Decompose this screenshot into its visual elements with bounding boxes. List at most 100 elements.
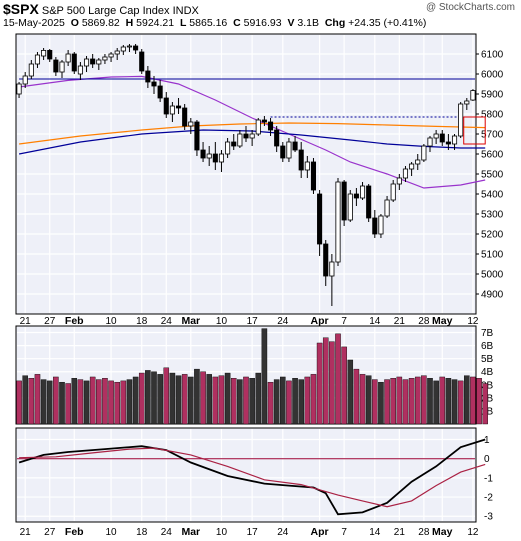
volume-bar <box>108 380 114 425</box>
candle-body <box>218 153 225 163</box>
volume-bar <box>28 378 35 425</box>
quote-date: 15-May-2025 <box>3 17 65 29</box>
candle-body <box>102 56 108 61</box>
volume-bar <box>34 374 41 425</box>
volume-bar <box>157 374 163 425</box>
price-tick-label: 5300 <box>481 210 504 221</box>
candle-body <box>182 107 188 127</box>
volume-bar <box>421 375 427 425</box>
x-tick-label-top: 17 <box>247 316 259 327</box>
candle-body <box>175 105 182 109</box>
volume-bar <box>138 372 145 425</box>
volume-bar <box>414 376 421 425</box>
volume-bar <box>169 372 176 425</box>
macd-tick-label: -2 <box>484 493 493 504</box>
close-label: C <box>233 17 241 29</box>
x-tick-label-bottom: 21 <box>20 527 32 538</box>
price-tick-label: 5100 <box>481 250 504 261</box>
watermark: @ StockCharts.com <box>425 2 515 13</box>
candle-body <box>231 141 237 147</box>
x-tick-label-bottom: 10 <box>216 527 228 538</box>
candle-body <box>267 121 274 131</box>
volume-bar <box>237 379 243 425</box>
volume-bar <box>470 376 476 425</box>
macd-series-line <box>18 438 486 516</box>
candle-body <box>390 183 396 201</box>
candle-body <box>53 59 59 73</box>
candle-body <box>163 97 169 115</box>
volume-tick-label: 6B <box>481 341 494 352</box>
candle-body <box>274 129 280 147</box>
volume-bar <box>243 376 249 425</box>
volume-bar <box>59 381 65 425</box>
quote-row: 15-May-2025 O 5869.82 H 5924.21 L 5865.1… <box>3 17 426 29</box>
volume-bar <box>188 376 194 425</box>
volume-bar <box>224 372 231 425</box>
volume-bar <box>120 380 127 425</box>
candle-body <box>384 199 390 217</box>
symbol-row: $SPX S&P 500 Large Cap Index INDX <box>3 1 199 17</box>
candle-body <box>151 81 157 87</box>
volume-bar <box>322 337 329 425</box>
candle-body <box>243 133 249 139</box>
volume-bar <box>206 374 212 425</box>
candle-body <box>427 137 433 147</box>
volume-bar <box>255 372 262 425</box>
volume-bar <box>102 378 108 425</box>
x-tick-label-top: 18 <box>136 316 148 327</box>
volume-bar <box>16 380 22 425</box>
volume-bar <box>482 383 488 425</box>
volume-bar <box>353 368 360 425</box>
candle-body <box>409 163 415 170</box>
x-tick-label-top: 28 <box>418 316 430 327</box>
candle-body <box>90 58 96 65</box>
candle-body <box>335 181 341 263</box>
candle-body <box>16 83 22 95</box>
price-tick-label: 5000 <box>481 270 504 281</box>
change-label: Chg <box>324 17 346 29</box>
volume-bar <box>390 378 396 425</box>
candle-body <box>120 46 126 52</box>
volume-bar <box>132 376 139 425</box>
candle-body <box>445 141 451 145</box>
volume-bar <box>126 379 133 425</box>
volume-bar <box>451 379 458 425</box>
volume-tick-label: 4B <box>481 367 494 378</box>
volume-label: V <box>287 17 295 29</box>
candle-body <box>421 145 427 161</box>
x-tick-label-bottom: Feb <box>65 526 84 538</box>
candle-body <box>65 53 71 63</box>
volume-bar <box>286 380 292 425</box>
high-value: 5924.21 <box>136 17 175 29</box>
x-tick-label-top: 10 <box>106 316 118 327</box>
volume-bar <box>261 328 268 425</box>
candle-body <box>194 121 200 151</box>
volume-bar <box>280 376 286 425</box>
volume-bar <box>267 381 274 425</box>
volume-bar <box>114 381 120 425</box>
x-tick-label-bottom: 17 <box>247 527 259 538</box>
volume-bar <box>40 379 47 425</box>
close-value: 5916.93 <box>243 17 282 29</box>
volume-bar <box>402 379 409 425</box>
volume-bar <box>46 380 53 425</box>
volume-bar <box>329 341 335 425</box>
open-value: 5869.82 <box>81 17 120 29</box>
x-tick-label-bottom: 28 <box>418 527 430 538</box>
x-tick-label-bottom: May <box>432 526 453 538</box>
candle-body <box>323 243 329 277</box>
volume-bar <box>292 378 298 425</box>
candle-body <box>366 185 372 219</box>
symbol: $SPX <box>3 1 39 17</box>
x-tick-label-top: 10 <box>216 316 228 327</box>
x-tick-label-top: Feb <box>65 315 84 327</box>
candle-body <box>145 70 151 83</box>
volume-bar <box>145 370 151 425</box>
candle-body <box>298 149 304 171</box>
x-tick-label-bottom: 12 <box>467 527 479 538</box>
volume-bar <box>230 378 237 425</box>
candle-body <box>280 145 286 159</box>
volume-bar <box>71 378 78 425</box>
volume-bar <box>335 333 341 425</box>
